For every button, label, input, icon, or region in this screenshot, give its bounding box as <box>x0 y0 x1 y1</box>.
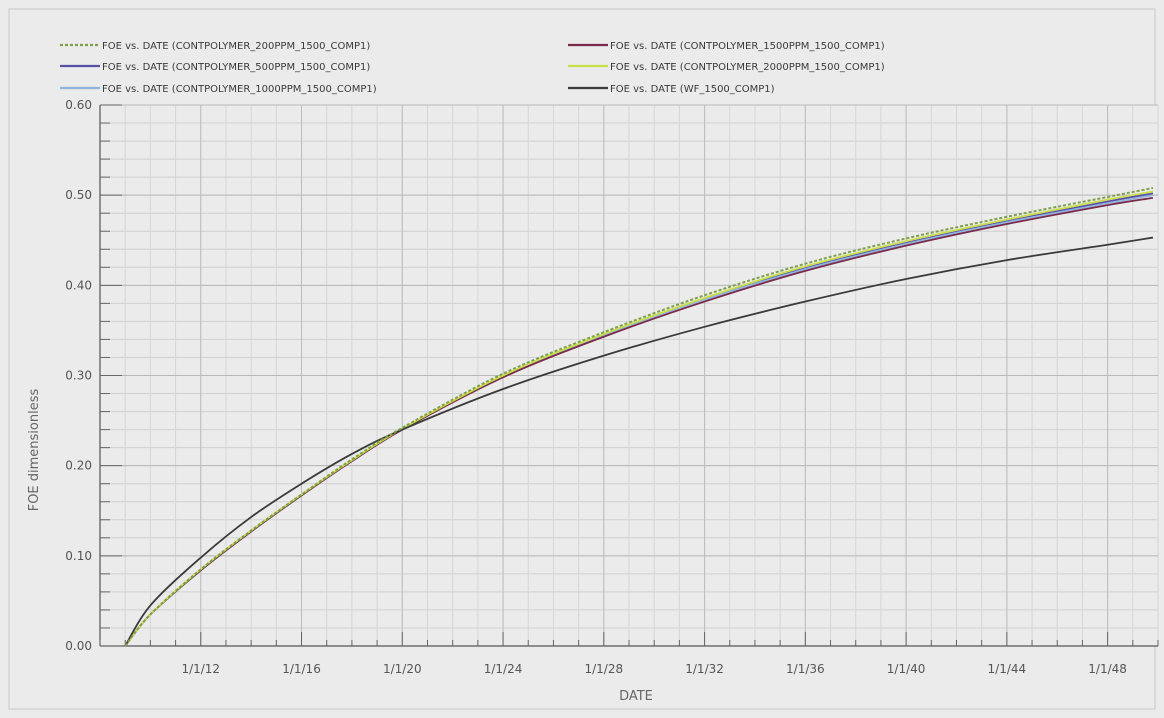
legend-label: FOE vs. DATE (CONTPOLYMER_2000PPM_1500_C… <box>610 62 885 73</box>
x-tick-label: 1/1/40 <box>887 662 926 676</box>
y-tick-label: 0.30 <box>65 369 92 383</box>
x-tick-label: 1/1/16 <box>282 662 321 676</box>
y-tick-label: 0.10 <box>65 549 92 563</box>
y-tick-label: 0.40 <box>65 278 92 292</box>
y-axis-title: FOE dimensionless <box>27 389 42 512</box>
y-tick-label: 0.50 <box>65 188 92 202</box>
series-line-6 <box>124 236 1154 647</box>
y-tick-label: 0.00 <box>65 639 92 653</box>
legend-label: FOE vs. DATE (CONTPOLYMER_200PPM_1500_CO… <box>102 41 370 52</box>
x-tick-label: 1/1/28 <box>584 662 623 676</box>
legend-label: FOE vs. DATE (WF_1500_COMP1) <box>610 84 775 95</box>
series-line-5 <box>124 190 1154 647</box>
legend: FOE vs. DATE (CONTPOLYMER_200PPM_1500_CO… <box>60 41 885 95</box>
x-tick-label: 1/1/36 <box>786 662 825 676</box>
x-tick-label: 1/1/24 <box>484 662 523 676</box>
x-tick-label: 1/1/48 <box>1088 662 1127 676</box>
x-tick-label: 1/1/32 <box>685 662 724 676</box>
x-axis-title: DATE <box>619 689 653 704</box>
x-tick-label: 1/1/20 <box>383 662 422 676</box>
plot-area: 0.00 0.10 0.20 0.30 0.40 0.50 0.60 1/1/12 1/1/16… <box>65 98 1159 676</box>
x-tick-label: 1/1/12 <box>181 662 220 676</box>
y-tick-label: 0.60 <box>65 98 92 112</box>
legend-label: FOE vs. DATE (CONTPOLYMER_1500PPM_1500_C… <box>610 41 885 52</box>
legend-label: FOE vs. DATE (CONTPOLYMER_500PPM_1500_CO… <box>102 62 370 73</box>
y-tick-label: 0.20 <box>65 459 92 473</box>
legend-label: FOE vs. DATE (CONTPOLYMER_1000PPM_1500_C… <box>102 84 377 95</box>
x-tick-label: 1/1/44 <box>988 662 1027 676</box>
